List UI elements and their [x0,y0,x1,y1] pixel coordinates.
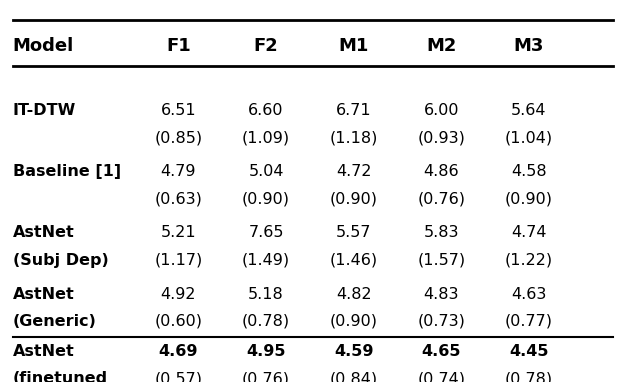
Text: 6.00: 6.00 [424,104,459,118]
Text: 4.74: 4.74 [511,225,546,241]
Text: AstNet: AstNet [13,286,74,301]
Text: 5.57: 5.57 [336,225,371,241]
Text: (0.78): (0.78) [505,371,553,382]
Text: (0.90): (0.90) [330,314,377,329]
Text: 4.58: 4.58 [511,164,546,180]
Text: (1.09): (1.09) [242,131,290,146]
Text: M1: M1 [339,37,369,55]
Text: M2: M2 [426,37,456,55]
Text: (0.90): (0.90) [242,191,290,207]
Text: 4.86: 4.86 [424,164,459,180]
Text: (0.85): (0.85) [155,131,202,146]
Text: (0.76): (0.76) [418,191,465,207]
Text: Model: Model [13,37,74,55]
Text: Baseline [1]: Baseline [1] [13,164,121,180]
Text: 5.21: 5.21 [161,225,196,241]
Text: F1: F1 [166,37,191,55]
Text: 6.60: 6.60 [249,104,284,118]
Text: 4.79: 4.79 [161,164,196,180]
Text: 4.63: 4.63 [511,286,546,301]
Text: 5.04: 5.04 [249,164,284,180]
Text: IT-DTW: IT-DTW [13,104,76,118]
Text: 4.82: 4.82 [336,286,371,301]
Text: (0.90): (0.90) [330,191,377,207]
Text: (1.04): (1.04) [505,131,553,146]
Text: (0.57): (0.57) [155,371,202,382]
Text: (1.46): (1.46) [330,253,377,268]
Text: 4.45: 4.45 [509,344,549,359]
Text: (finetuned: (finetuned [13,371,108,382]
Text: (0.74): (0.74) [418,371,465,382]
Text: (0.93): (0.93) [418,131,465,146]
Text: (1.57): (1.57) [418,253,465,268]
Text: 4.59: 4.59 [334,344,374,359]
Text: (0.77): (0.77) [505,314,553,329]
Text: (0.73): (0.73) [418,314,465,329]
Text: (1.17): (1.17) [154,253,203,268]
Text: (0.60): (0.60) [155,314,202,329]
Text: M3: M3 [514,37,544,55]
Text: (1.18): (1.18) [329,131,378,146]
Text: 6.51: 6.51 [161,104,196,118]
Text: 7.65: 7.65 [249,225,284,241]
Text: (Subj Dep): (Subj Dep) [13,253,108,268]
Text: 6.71: 6.71 [336,104,371,118]
Text: 5.64: 5.64 [511,104,546,118]
Text: (1.22): (1.22) [505,253,553,268]
Text: AstNet: AstNet [13,225,74,241]
Text: 4.72: 4.72 [336,164,371,180]
Text: (0.63): (0.63) [155,191,202,207]
Text: 4.69: 4.69 [158,344,198,359]
Text: 4.83: 4.83 [424,286,459,301]
Text: AstNet: AstNet [13,344,74,359]
Text: (0.76): (0.76) [242,371,290,382]
Text: 4.92: 4.92 [161,286,196,301]
Text: 5.18: 5.18 [248,286,284,301]
Text: (Generic): (Generic) [13,314,96,329]
Text: 5.83: 5.83 [424,225,459,241]
Text: F2: F2 [254,37,279,55]
Text: 4.95: 4.95 [246,344,286,359]
Text: (0.90): (0.90) [505,191,553,207]
Text: (1.49): (1.49) [242,253,290,268]
Text: 4.65: 4.65 [421,344,461,359]
Text: (0.84): (0.84) [330,371,377,382]
Text: (0.78): (0.78) [242,314,290,329]
